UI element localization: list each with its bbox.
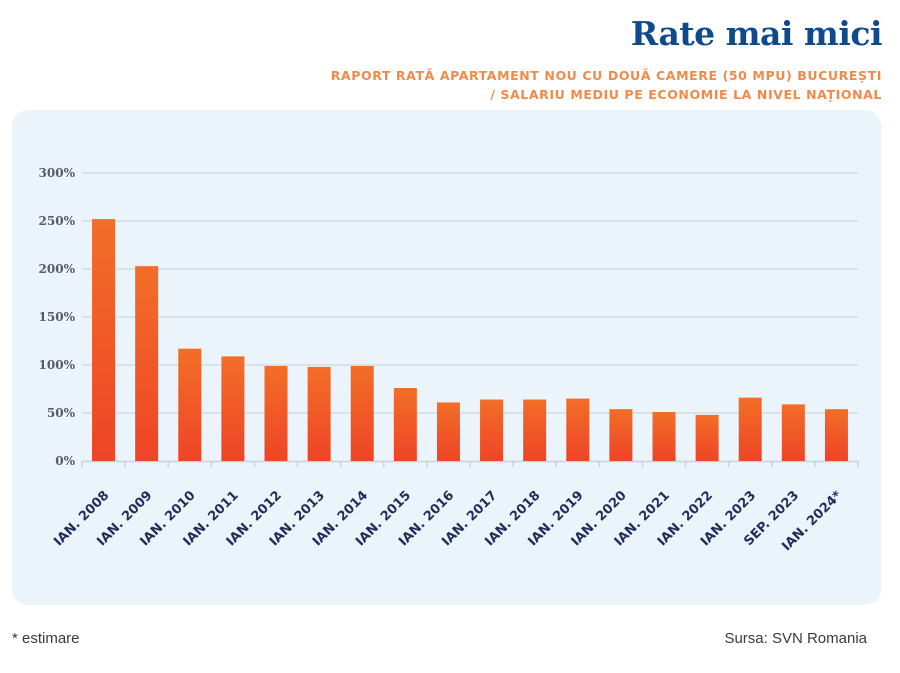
bar bbox=[609, 409, 633, 461]
source-note: Sursa: SVN Romania bbox=[724, 630, 867, 647]
bar bbox=[436, 402, 460, 461]
bar bbox=[523, 399, 547, 461]
subtitle-line-2: / SALARIU MEDIU PE ECONOMIE LA NIVEL NAȚ… bbox=[490, 87, 882, 102]
y-tick-label: 250% bbox=[39, 214, 76, 228]
x-axis bbox=[81, 460, 859, 467]
bar bbox=[781, 404, 805, 461]
bar bbox=[307, 366, 331, 461]
y-tick-label: 300% bbox=[39, 166, 76, 180]
bar bbox=[178, 348, 202, 461]
footnote-estimate: * estimare bbox=[12, 630, 80, 647]
chart-subtitle: RAPORT RATĂ APARTAMENT NOU CU DOUĂ CAMER… bbox=[331, 66, 882, 104]
y-tick-label: 150% bbox=[39, 310, 76, 324]
subtitle-line-1: RAPORT RATĂ APARTAMENT NOU CU DOUĂ CAMER… bbox=[330, 68, 882, 83]
bar bbox=[350, 365, 374, 461]
bar bbox=[824, 409, 848, 461]
bar bbox=[566, 398, 590, 461]
bar bbox=[652, 412, 676, 461]
bar bbox=[264, 365, 288, 461]
bars bbox=[92, 219, 848, 461]
y-tick-label: 50% bbox=[47, 406, 76, 420]
bar bbox=[695, 414, 719, 461]
bar bbox=[480, 399, 504, 461]
chart-title: Rate mai mici bbox=[630, 14, 883, 53]
y-tick-label: 100% bbox=[39, 358, 76, 372]
y-axis-ticks: 0% 50% 100% 150% 200% 250% 300% bbox=[39, 166, 76, 468]
bar bbox=[393, 388, 417, 461]
y-tick-label: 200% bbox=[39, 262, 76, 276]
gridlines bbox=[82, 172, 858, 414]
bar bbox=[738, 397, 762, 461]
bar bbox=[221, 356, 245, 461]
y-tick-label: 0% bbox=[55, 454, 75, 468]
bar bbox=[92, 219, 116, 461]
bar bbox=[135, 266, 159, 461]
